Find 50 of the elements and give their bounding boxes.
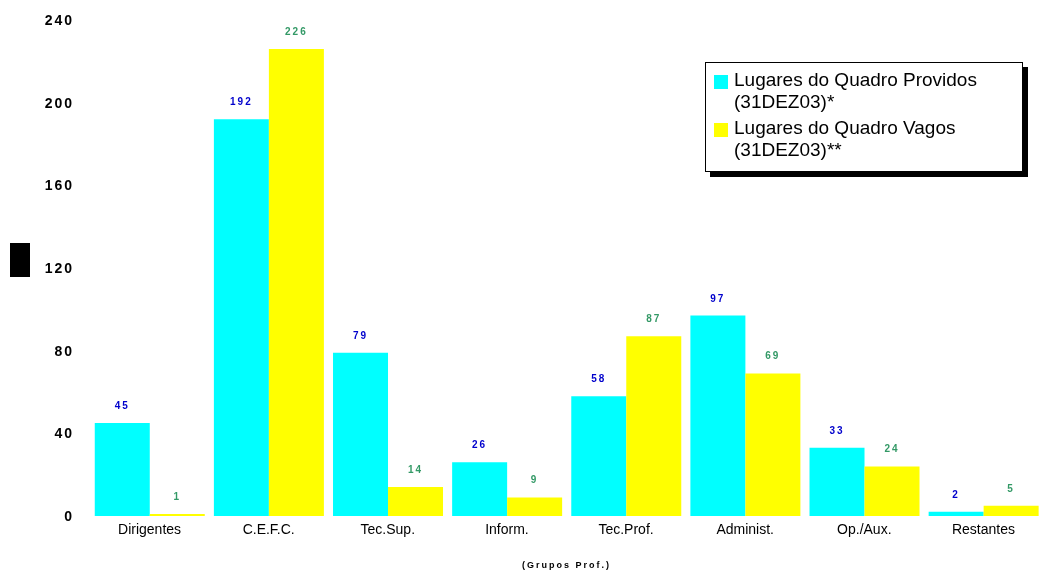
data-label: 5 [1007,482,1015,494]
data-label: 33 [829,424,845,436]
bar [333,352,389,516]
data-label: 9 [530,474,539,486]
bar [571,396,627,516]
legend-label: Lugares do Quadro Providos (31DEZ03)* [734,69,978,113]
y-tick-label: 160 [44,177,74,194]
x-axis-title: (Grupos Prof.) [522,560,611,570]
data-label: 2 [952,488,960,500]
x-tick-label: Dirigentes [118,520,182,537]
y-tick-label: 0 [64,508,74,524]
bar [94,423,150,516]
x-tick-label: Administ. [716,520,774,537]
x-tick-label: C.E.F.C. [242,520,295,537]
bar [864,466,920,516]
bar [690,315,746,516]
bar [213,119,269,516]
bar [809,447,865,516]
bar [268,48,324,516]
y-tick-label: 40 [54,425,74,442]
data-label: 192 [230,96,253,108]
x-tick-label: Tec.Sup. [360,520,416,537]
bar [626,336,682,516]
bar [388,487,444,516]
y-tick-label: 200 [44,94,74,111]
data-label: 226 [285,25,308,37]
data-label: 1 [173,490,182,502]
bar [928,511,984,516]
y-tick-label: 240 [44,12,74,28]
data-label: 45 [114,400,130,411]
x-tick-label: Op./Aux. [837,520,892,537]
bar [149,513,205,516]
y-tick-label: 120 [44,260,74,276]
data-label: 87 [646,313,662,325]
data-label: 97 [710,292,726,304]
data-label: 24 [884,443,900,455]
data-label: 14 [407,464,424,476]
y-tick-label: 80 [54,342,74,359]
bar [983,505,1039,516]
x-tick-label: Tec.Prof. [598,520,654,537]
data-label: 58 [591,373,607,385]
bar [507,497,563,516]
legend-label: Lugares do Quadro Vagos (31DEZ03)** [734,117,957,161]
bar [452,462,508,516]
x-tick-label: Restantes [951,520,1015,537]
data-label: 69 [765,350,781,362]
data-label: 26 [472,439,488,451]
bar [745,373,801,516]
data-label: 79 [352,329,369,341]
x-tick-label: Inform. [485,520,529,537]
